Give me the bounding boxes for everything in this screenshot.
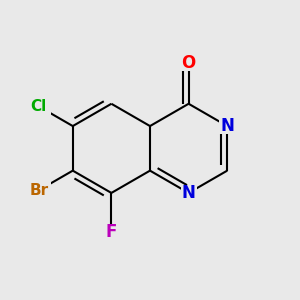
Text: O: O [182,54,196,72]
Text: N: N [220,117,234,135]
Text: F: F [106,223,117,241]
Text: Cl: Cl [31,99,47,114]
Text: Br: Br [29,183,48,198]
Text: N: N [182,184,196,202]
